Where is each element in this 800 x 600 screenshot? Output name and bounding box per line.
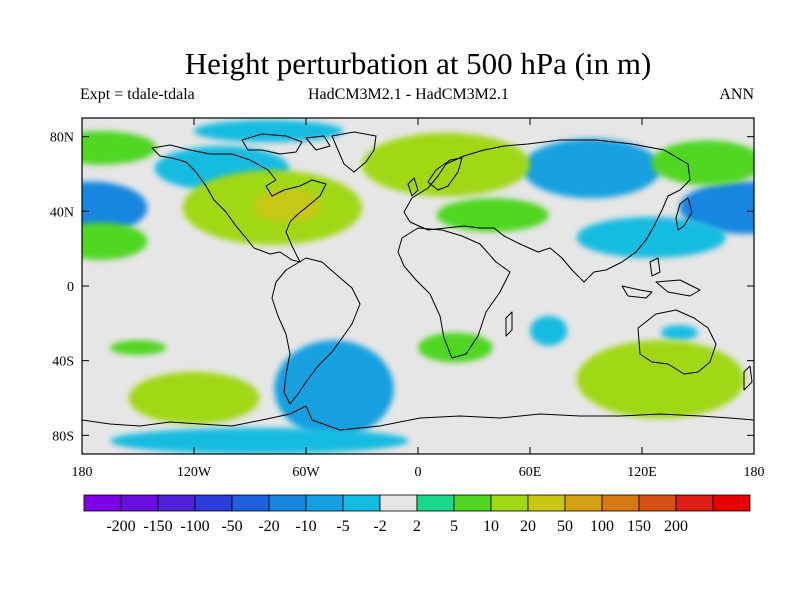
colorbar-swatch: [268, 494, 307, 512]
coastline-greenland: [331, 131, 377, 173]
coastline-arctic-islands: [241, 133, 331, 155]
experiment-label: Expt = tdale-tdala: [80, 86, 195, 103]
coastline-africa: [397, 227, 511, 359]
anomaly-region: [194, 119, 344, 143]
anomaly-region: [418, 332, 493, 363]
anomaly-region: [82, 131, 157, 165]
colorbar-label: -100: [180, 518, 209, 535]
axis-ticks: 180 120W 60W 0 60E 120E 180 80N 40N 0 40S 80S: [50, 118, 765, 480]
anomaly-region: [660, 325, 698, 341]
colorbar-label: 20: [520, 518, 536, 535]
y-tick-label: 80S: [52, 429, 74, 444]
anomaly-region: [253, 188, 321, 223]
anomaly-region: [110, 427, 409, 454]
season-label: ANN: [719, 86, 754, 103]
anomaly-region: [530, 315, 568, 346]
colorbar-swatch: [712, 494, 751, 512]
coastline-north-america: [151, 144, 327, 263]
anomaly-region: [82, 222, 148, 260]
coastline-antarctica: [82, 405, 754, 431]
colorbar-swatch: [527, 494, 566, 512]
anomaly-region: [274, 340, 394, 438]
colorbar-label: -10: [295, 518, 316, 535]
colorbar-label: 200: [664, 518, 688, 535]
colorbar: -200 -150 -100 -50 -20 -10 -5 -2 2 5 10 20 50 100 150 2…: [83, 494, 751, 535]
colorbar-swatch: [416, 494, 455, 512]
colorbar-label: 50: [557, 518, 573, 535]
x-tick-label: 60E: [519, 465, 542, 480]
colorbar-swatch: [490, 494, 529, 512]
coastline-south-america: [271, 257, 361, 405]
colorbar-label: 10: [483, 518, 499, 535]
coastline-new-zealand: [743, 365, 753, 391]
coastline-madagascar: [505, 311, 513, 337]
anomaly-region: [576, 340, 745, 419]
colorbar-swatch: [342, 494, 381, 512]
colorbar-swatch: [194, 494, 233, 512]
y-tick-label: 40S: [52, 355, 74, 370]
colorbar-swatch: [120, 494, 159, 512]
x-tick-label: 180: [744, 465, 765, 480]
coastlines: [82, 131, 754, 431]
colorbar-label: -20: [258, 518, 279, 535]
anomaly-region: [82, 181, 148, 234]
x-tick-label: 120W: [177, 465, 212, 480]
colorbar-swatch: [564, 494, 603, 512]
colorbar-label: -2: [373, 518, 386, 535]
colorbar-swatch: [157, 494, 196, 512]
colorbar-swatch: [83, 494, 122, 512]
colorbar-swatch: [453, 494, 492, 512]
coastline-australia: [637, 309, 717, 375]
x-tick-label: 120E: [627, 465, 657, 480]
x-tick-label: 0: [415, 465, 422, 480]
map-title: Height perturbation at 500 hPa (in m): [184, 46, 652, 81]
y-tick-label: 40N: [50, 205, 74, 220]
colorbar-label: -200: [106, 518, 135, 535]
y-tick-label: 80N: [50, 131, 74, 146]
colorbar-label: -150: [143, 518, 172, 535]
anomaly-region: [522, 138, 661, 199]
colorbar-label: 150: [627, 518, 651, 535]
x-tick-label: 60W: [292, 465, 320, 480]
colorbar-label: 2: [413, 518, 421, 535]
anomaly-region: [128, 371, 260, 425]
colorbar-swatch: [231, 494, 270, 512]
colorbar-swatch: [305, 494, 344, 512]
colorbar-label: 5: [450, 518, 458, 535]
coastline-scandinavia: [427, 157, 463, 191]
anomaly-region: [436, 198, 549, 232]
x-tick-label: 180: [72, 465, 93, 480]
colorbar-label: -50: [221, 518, 242, 535]
coastline-japan: [675, 197, 693, 231]
coastline-british-isles: [407, 177, 419, 197]
model-comparison-label: HadCM3M2.1 - HadCM3M2.1: [308, 86, 509, 103]
anomaly-field: [82, 119, 754, 454]
anomaly-region: [110, 340, 166, 356]
coastline-eurasia: [403, 139, 691, 283]
colorbar-label: -5: [336, 518, 349, 535]
coastline-maritime-asia: [621, 257, 701, 299]
y-tick-label: 0: [67, 280, 74, 295]
colorbar-swatch: [675, 494, 714, 512]
anomaly-region: [651, 140, 754, 186]
colorbar-swatch: [601, 494, 640, 512]
colorbar-swatch: [638, 494, 677, 512]
colorbar-swatch: [379, 494, 418, 512]
colorbar-label: 100: [590, 518, 614, 535]
anomaly-region: [576, 216, 726, 258]
anomaly-region: [679, 181, 754, 234]
